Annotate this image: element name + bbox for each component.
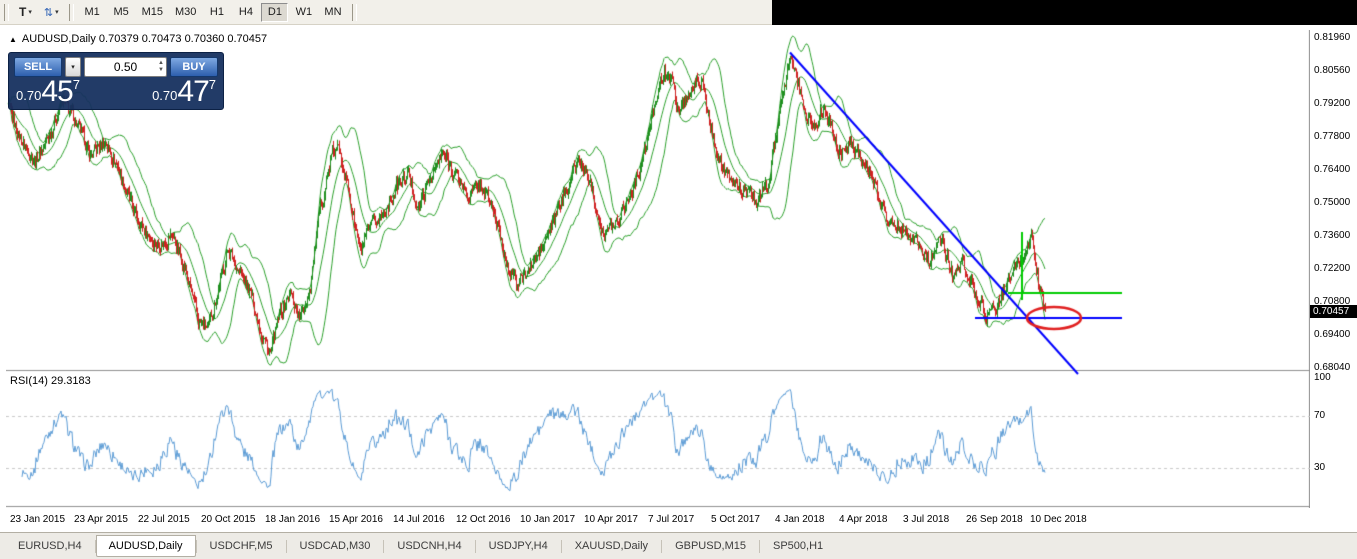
sell-price-pip: 7 (72, 77, 80, 92)
chart-tab-usdjpy-h4[interactable]: USDJPY,H4 (488, 540, 548, 552)
tab-divider (474, 539, 476, 553)
collapse-triangle-icon[interactable]: ▲ (9, 35, 17, 44)
current-price-tag: 0.70457 (1310, 305, 1357, 318)
chart-tab-sp500-h1[interactable]: SP500,H1 (772, 540, 824, 552)
caret-down-icon: ▾ (55, 9, 59, 16)
date-axis-label: 14 Jul 2016 (393, 514, 445, 525)
price-scale-label: 0.81960 (1314, 32, 1351, 43)
rsi-indicator-label: RSI(14) 29.3183 (10, 375, 91, 387)
date-axis-label: 5 Oct 2017 (711, 514, 760, 525)
price-scale-label: 0.68040 (1314, 362, 1351, 373)
rsi-scale-label: 70 (1314, 410, 1326, 421)
spin-down-icon: ▼ (158, 67, 164, 73)
timeframe-toolbar: M1 M5 M15 M30 H1 H4 D1 W1 MN (78, 2, 348, 22)
caret-down-icon: ▾ (71, 64, 75, 71)
date-axis-label: 4 Apr 2018 (839, 514, 888, 525)
timeframe-button-m1[interactable]: M1 (79, 3, 106, 22)
tab-divider (758, 539, 760, 553)
price-scale-label: 0.76400 (1314, 164, 1351, 175)
date-axis-label: 23 Jan 2015 (10, 514, 66, 525)
top-toolbar: T ▾ ⇅ ▾ M1 M5 M15 M30 H1 H4 D1 W1 MN (0, 0, 1357, 25)
chart-tab-xauusd-daily[interactable]: XAUUSD,Daily (574, 540, 649, 552)
price-scale-label: 0.75000 (1314, 197, 1351, 208)
timeframe-button-w1[interactable]: W1 (290, 3, 317, 22)
toolbar-inner: T ▾ ⇅ ▾ M1 M5 M15 M30 H1 H4 D1 W1 MN (0, 0, 772, 25)
buy-price-pip: 7 (208, 77, 216, 92)
date-axis-label: 18 Jan 2016 (265, 514, 321, 525)
date-axis-label: 10 Apr 2017 (584, 514, 638, 525)
toolbar-drag-handle[interactable] (351, 3, 357, 21)
tab-divider (195, 539, 197, 553)
chart-tab-usdcnh-h4[interactable]: USDCNH,H4 (397, 540, 462, 552)
volume-dropdown-button[interactable]: ▾ (65, 57, 81, 77)
chart-tab-eurusd-h4[interactable]: EURUSD,H4 (18, 540, 82, 552)
tab-divider (383, 539, 385, 553)
chart-window: ▲ AUDUSD,Daily 0.70379 0.70473 0.70360 0.… (0, 25, 1357, 532)
buy-price: 0.70 47 7 (152, 75, 216, 108)
volume-value: 0.50 (113, 60, 138, 74)
date-axis-label: 4 Jan 2018 (775, 514, 825, 525)
chart-tab-usdchf-m5[interactable]: USDCHF,M5 (209, 540, 273, 552)
timeframe-button-m30[interactable]: M30 (170, 3, 201, 22)
up-down-arrows-icon: ⇅ (43, 6, 54, 19)
rsi-scale-label: 30 (1314, 462, 1326, 473)
chart-tab-bar: EURUSD,H4 AUDUSD,Daily USDCHF,M5 USDCAD,M30… (0, 532, 1357, 559)
tab-divider (560, 539, 562, 553)
one-click-trading-panel: SELL ▾ 0.50 ▲ ▼ BUY 0.70 45 7 0.70 47 7 (8, 52, 224, 110)
date-axis-label: 26 Sep 2018 (966, 514, 1023, 525)
tab-divider (94, 539, 96, 553)
chart-tab-audusd-daily[interactable]: AUDUSD,Daily (95, 535, 196, 557)
chart-title-text: AUDUSD,Daily 0.70379 0.70473 0.70360 0.7… (21, 33, 268, 45)
price-scale-label: 0.70800 (1314, 296, 1351, 307)
price-scale-label: 0.72200 (1314, 263, 1351, 274)
price-scale-label: 0.80560 (1314, 65, 1351, 76)
date-axis-label: 12 Oct 2016 (456, 514, 511, 525)
date-axis-label: 22 Jul 2015 (138, 514, 190, 525)
chart-title: ▲ AUDUSD,Daily 0.70379 0.70473 0.70360 0.… (9, 33, 267, 45)
date-axis-label: 10 Jan 2017 (520, 514, 576, 525)
price-chart-canvas[interactable] (6, 30, 1310, 508)
timeframe-button-mn[interactable]: MN (319, 3, 346, 22)
tab-divider (285, 539, 287, 553)
timeframe-button-d1[interactable]: D1 (261, 2, 289, 22)
toolbar-drag-handle[interactable] (68, 3, 74, 21)
tab-divider (661, 539, 663, 553)
sell-price: 0.70 45 7 (16, 75, 80, 108)
volume-spinner[interactable]: ▲ ▼ (158, 60, 164, 74)
chart-type-button[interactable]: T ▾ (14, 2, 37, 22)
scale-toggle-button[interactable]: ⇅ ▾ (39, 2, 64, 22)
sell-button[interactable]: SELL (14, 57, 62, 77)
timeframe-button-m5[interactable]: M5 (108, 3, 135, 22)
timeframe-button-h1[interactable]: H1 (203, 3, 230, 22)
date-axis-label: 23 Apr 2015 (74, 514, 128, 525)
date-axis-label: 7 Jul 2017 (648, 514, 695, 525)
chart-tab-usdcad-m30[interactable]: USDCAD,M30 (299, 540, 371, 552)
chart-tab-gbpusd-m15[interactable]: GBPUSD,M15 (675, 540, 746, 552)
buy-price-big: 47 (177, 75, 209, 108)
spin-up-icon: ▲ (158, 60, 164, 66)
timeframe-button-m15[interactable]: M15 (137, 3, 168, 22)
date-axis-label: 15 Apr 2016 (329, 514, 383, 525)
buy-button[interactable]: BUY (170, 57, 218, 77)
caret-down-icon: ▾ (28, 9, 32, 16)
price-scale-label: 0.73600 (1314, 230, 1351, 241)
price-scale-label: 0.79200 (1314, 98, 1351, 109)
date-axis-label: 20 Oct 2015 (201, 514, 256, 525)
buy-price-prefix: 0.70 (152, 88, 178, 103)
sell-price-prefix: 0.70 (16, 88, 42, 103)
date-axis-label: 10 Dec 2018 (1030, 514, 1087, 525)
rsi-scale-label: 100 (1314, 372, 1331, 383)
price-scale-label: 0.69400 (1314, 329, 1351, 340)
sell-price-big: 45 (41, 75, 73, 108)
price-scale-label: 0.77800 (1314, 131, 1351, 142)
text-tool-icon: T (19, 5, 27, 19)
toolbar-drag-handle[interactable] (4, 3, 9, 21)
timeframe-button-h4[interactable]: H4 (232, 3, 259, 22)
date-axis-label: 3 Jul 2018 (903, 514, 950, 525)
volume-input[interactable]: 0.50 ▲ ▼ (84, 57, 167, 77)
